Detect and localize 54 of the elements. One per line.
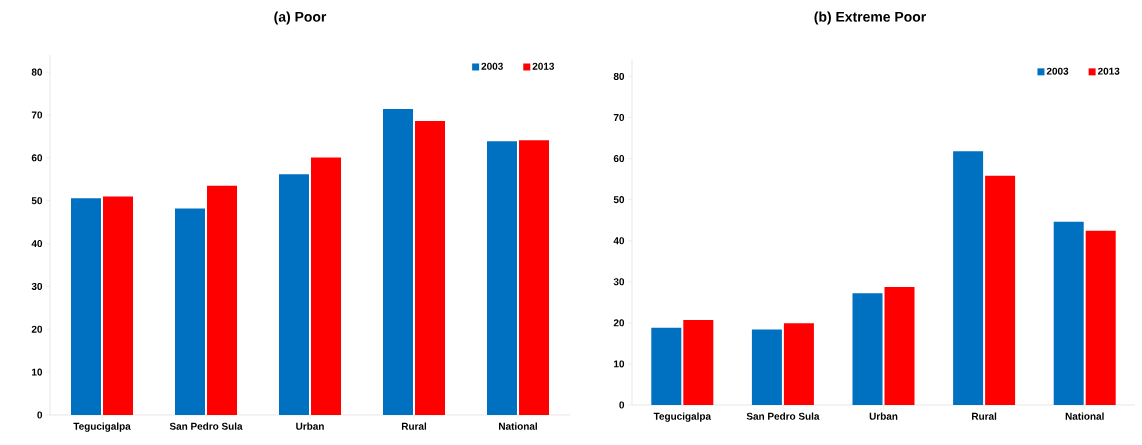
y-tick-label: 0 bbox=[619, 401, 625, 409]
bar bbox=[415, 120, 446, 415]
chart-title: (a) Poor bbox=[274, 11, 327, 25]
x-tick-label: Tegucigalpa bbox=[653, 412, 712, 422]
x-tick-label: Urban bbox=[296, 422, 324, 430]
legend-label: 2003 bbox=[1046, 67, 1069, 75]
y-tick-label: 80 bbox=[613, 72, 625, 80]
y-tick-label: 40 bbox=[31, 240, 43, 248]
y-tick-label: 30 bbox=[31, 282, 43, 290]
bar bbox=[519, 140, 550, 415]
y-tick-label: 10 bbox=[32, 368, 43, 376]
bar bbox=[103, 196, 134, 415]
x-tick-label: Rural bbox=[972, 412, 997, 420]
bar bbox=[751, 329, 782, 405]
bar bbox=[207, 185, 238, 415]
y-tick-label: 20 bbox=[31, 325, 43, 333]
bar bbox=[651, 327, 682, 405]
bar bbox=[279, 174, 310, 415]
y-tick-label: 70 bbox=[613, 113, 625, 122]
y-tick-label: 60 bbox=[613, 155, 625, 163]
y-tick-label: 80 bbox=[31, 68, 43, 76]
x-tick-label: San Pedro Sula bbox=[746, 412, 820, 420]
y-tick-label: 50 bbox=[613, 196, 625, 204]
legend-label: 2003 bbox=[481, 62, 503, 70]
bar bbox=[487, 141, 518, 415]
y-tick-label: 50 bbox=[31, 197, 43, 205]
bar bbox=[1053, 221, 1084, 405]
x-tick-label: National bbox=[499, 422, 537, 430]
legend-label: 2013 bbox=[532, 62, 555, 70]
bar bbox=[783, 323, 814, 405]
y-tick-label: 0 bbox=[37, 411, 43, 419]
bar bbox=[383, 108, 414, 415]
legend-label: 2013 bbox=[1097, 67, 1120, 75]
bar bbox=[852, 293, 883, 405]
bar bbox=[71, 198, 102, 415]
chart-title: (b) Extreme Poor bbox=[814, 11, 926, 25]
y-tick-label: 40 bbox=[613, 237, 625, 245]
y-tick-label: 30 bbox=[613, 278, 625, 286]
x-tick-label: Urban bbox=[869, 412, 898, 420]
x-tick-label: National bbox=[1065, 412, 1104, 420]
bar bbox=[953, 151, 984, 405]
bar bbox=[1085, 230, 1116, 405]
bar bbox=[311, 157, 342, 415]
bar bbox=[884, 287, 915, 405]
y-tick-label: 70 bbox=[31, 111, 43, 119]
x-tick-label: Tegucigalpa bbox=[73, 422, 131, 432]
bar bbox=[683, 319, 714, 405]
y-tick-label: 60 bbox=[31, 154, 43, 162]
bar bbox=[985, 175, 1016, 405]
y-tick-label: 20 bbox=[613, 319, 625, 327]
y-tick-label: 10 bbox=[614, 360, 625, 368]
x-tick-label: San Pedro Sula bbox=[169, 422, 243, 430]
x-tick-label: Rural bbox=[401, 422, 427, 430]
bar bbox=[175, 208, 206, 415]
